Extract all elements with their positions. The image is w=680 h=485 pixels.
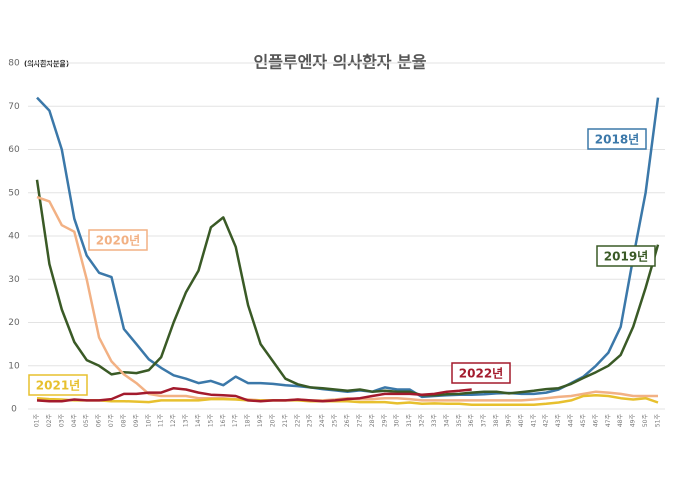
x-tick-label: 48주: [617, 414, 624, 428]
x-tick-label: 45주: [580, 414, 587, 428]
x-tick-label: 25주: [332, 414, 339, 428]
x-tick-label: 31주: [406, 414, 413, 428]
y-tick-label: 40: [8, 232, 20, 242]
legend-entry: 2018년: [587, 128, 647, 150]
series-line: [36, 393, 659, 406]
x-tick-label: 07주: [108, 414, 115, 428]
chart-title: 인플루엔자 의사환자 분율: [253, 53, 426, 72]
x-tick-label: 11주: [158, 414, 165, 428]
y-tick-label: 80: [8, 59, 20, 69]
x-tick-label: 42주: [543, 414, 550, 428]
legend-entry: 2021년: [28, 374, 88, 396]
y-tick-label: 50: [8, 188, 20, 198]
legend-box: [596, 245, 656, 267]
x-tick-label: 38주: [493, 414, 500, 428]
series-line: [36, 386, 472, 403]
legend-box: [587, 128, 647, 150]
x-tick-label: 13주: [183, 414, 190, 428]
legend-entry: 2019년: [596, 245, 656, 267]
x-tick-label: 18주: [245, 414, 252, 428]
legend-box: [451, 362, 511, 384]
x-tick-label: 47주: [605, 414, 612, 428]
x-tick-label: 41주: [530, 414, 537, 428]
legend-label: 2020년: [96, 234, 140, 248]
x-tick-label: 15주: [207, 414, 214, 428]
x-tick-label: 23주: [307, 414, 314, 428]
x-tick-label: 37주: [481, 414, 488, 428]
x-tick-label: 36주: [468, 414, 475, 428]
legend-label: 2022년: [459, 367, 503, 381]
x-tick-label: 46주: [592, 414, 599, 428]
y-tick-label: 10: [8, 361, 20, 371]
x-tick-label: 29주: [381, 414, 388, 428]
x-tick-label: 27주: [356, 414, 363, 428]
y-tick-label: 70: [8, 102, 20, 112]
y-tick-label: 0: [11, 405, 17, 415]
x-tick-label: 35주: [456, 414, 463, 428]
y-tick-label: 20: [8, 318, 20, 328]
x-tick-label: 10주: [145, 414, 152, 428]
x-tick-label: 21주: [282, 414, 289, 428]
legend-entry: 2020년: [88, 229, 148, 251]
x-tick-label: 03주: [58, 414, 65, 428]
series-line: [35, 179, 660, 397]
y-tick-label: 30: [8, 275, 20, 285]
x-tick-label: 44주: [568, 414, 575, 428]
x-tick-label: 17주: [232, 414, 239, 428]
x-tick-label: 51주: [655, 414, 662, 428]
x-tick-label: 26주: [344, 414, 351, 428]
legend-entry: 2022년: [451, 362, 511, 384]
x-tick-label: 16주: [220, 414, 227, 428]
x-tick-label: 01주: [34, 414, 41, 428]
x-tick-label: 02주: [46, 414, 53, 428]
x-tick-label: 09주: [133, 414, 140, 428]
x-tick-label: 06주: [96, 414, 103, 428]
x-tick-label: 33주: [431, 414, 438, 428]
legend-label: 2021년: [36, 379, 80, 393]
x-tick-label: 05주: [83, 414, 90, 428]
x-tick-label: 12주: [170, 414, 177, 428]
x-tick-label: 49주: [630, 414, 637, 428]
x-tick-label: 32주: [419, 414, 426, 428]
y-tick-label: 60: [8, 145, 20, 155]
x-tick-label: 20주: [269, 414, 276, 428]
legend-box: [88, 229, 148, 251]
x-tick-label: 40주: [518, 414, 525, 428]
legend-label: 2019년: [604, 250, 648, 264]
x-tick-label: 39주: [505, 414, 512, 428]
legend-label: 2018년: [595, 133, 639, 147]
x-tick-label: 24주: [319, 414, 326, 428]
x-tick-label: 22주: [294, 414, 301, 428]
x-tick-label: 50주: [642, 414, 649, 428]
x-tick-label: 08주: [120, 414, 127, 428]
x-tick-label: 34주: [443, 414, 450, 428]
x-tick-label: 19주: [257, 414, 264, 428]
x-tick-label: 30주: [394, 414, 401, 428]
x-tick-label: 28주: [369, 414, 376, 428]
x-tick-label: 43주: [555, 414, 562, 428]
x-tick-label: 04주: [71, 414, 78, 428]
legend-box: [28, 374, 88, 396]
x-tick-label: 14주: [195, 414, 202, 428]
